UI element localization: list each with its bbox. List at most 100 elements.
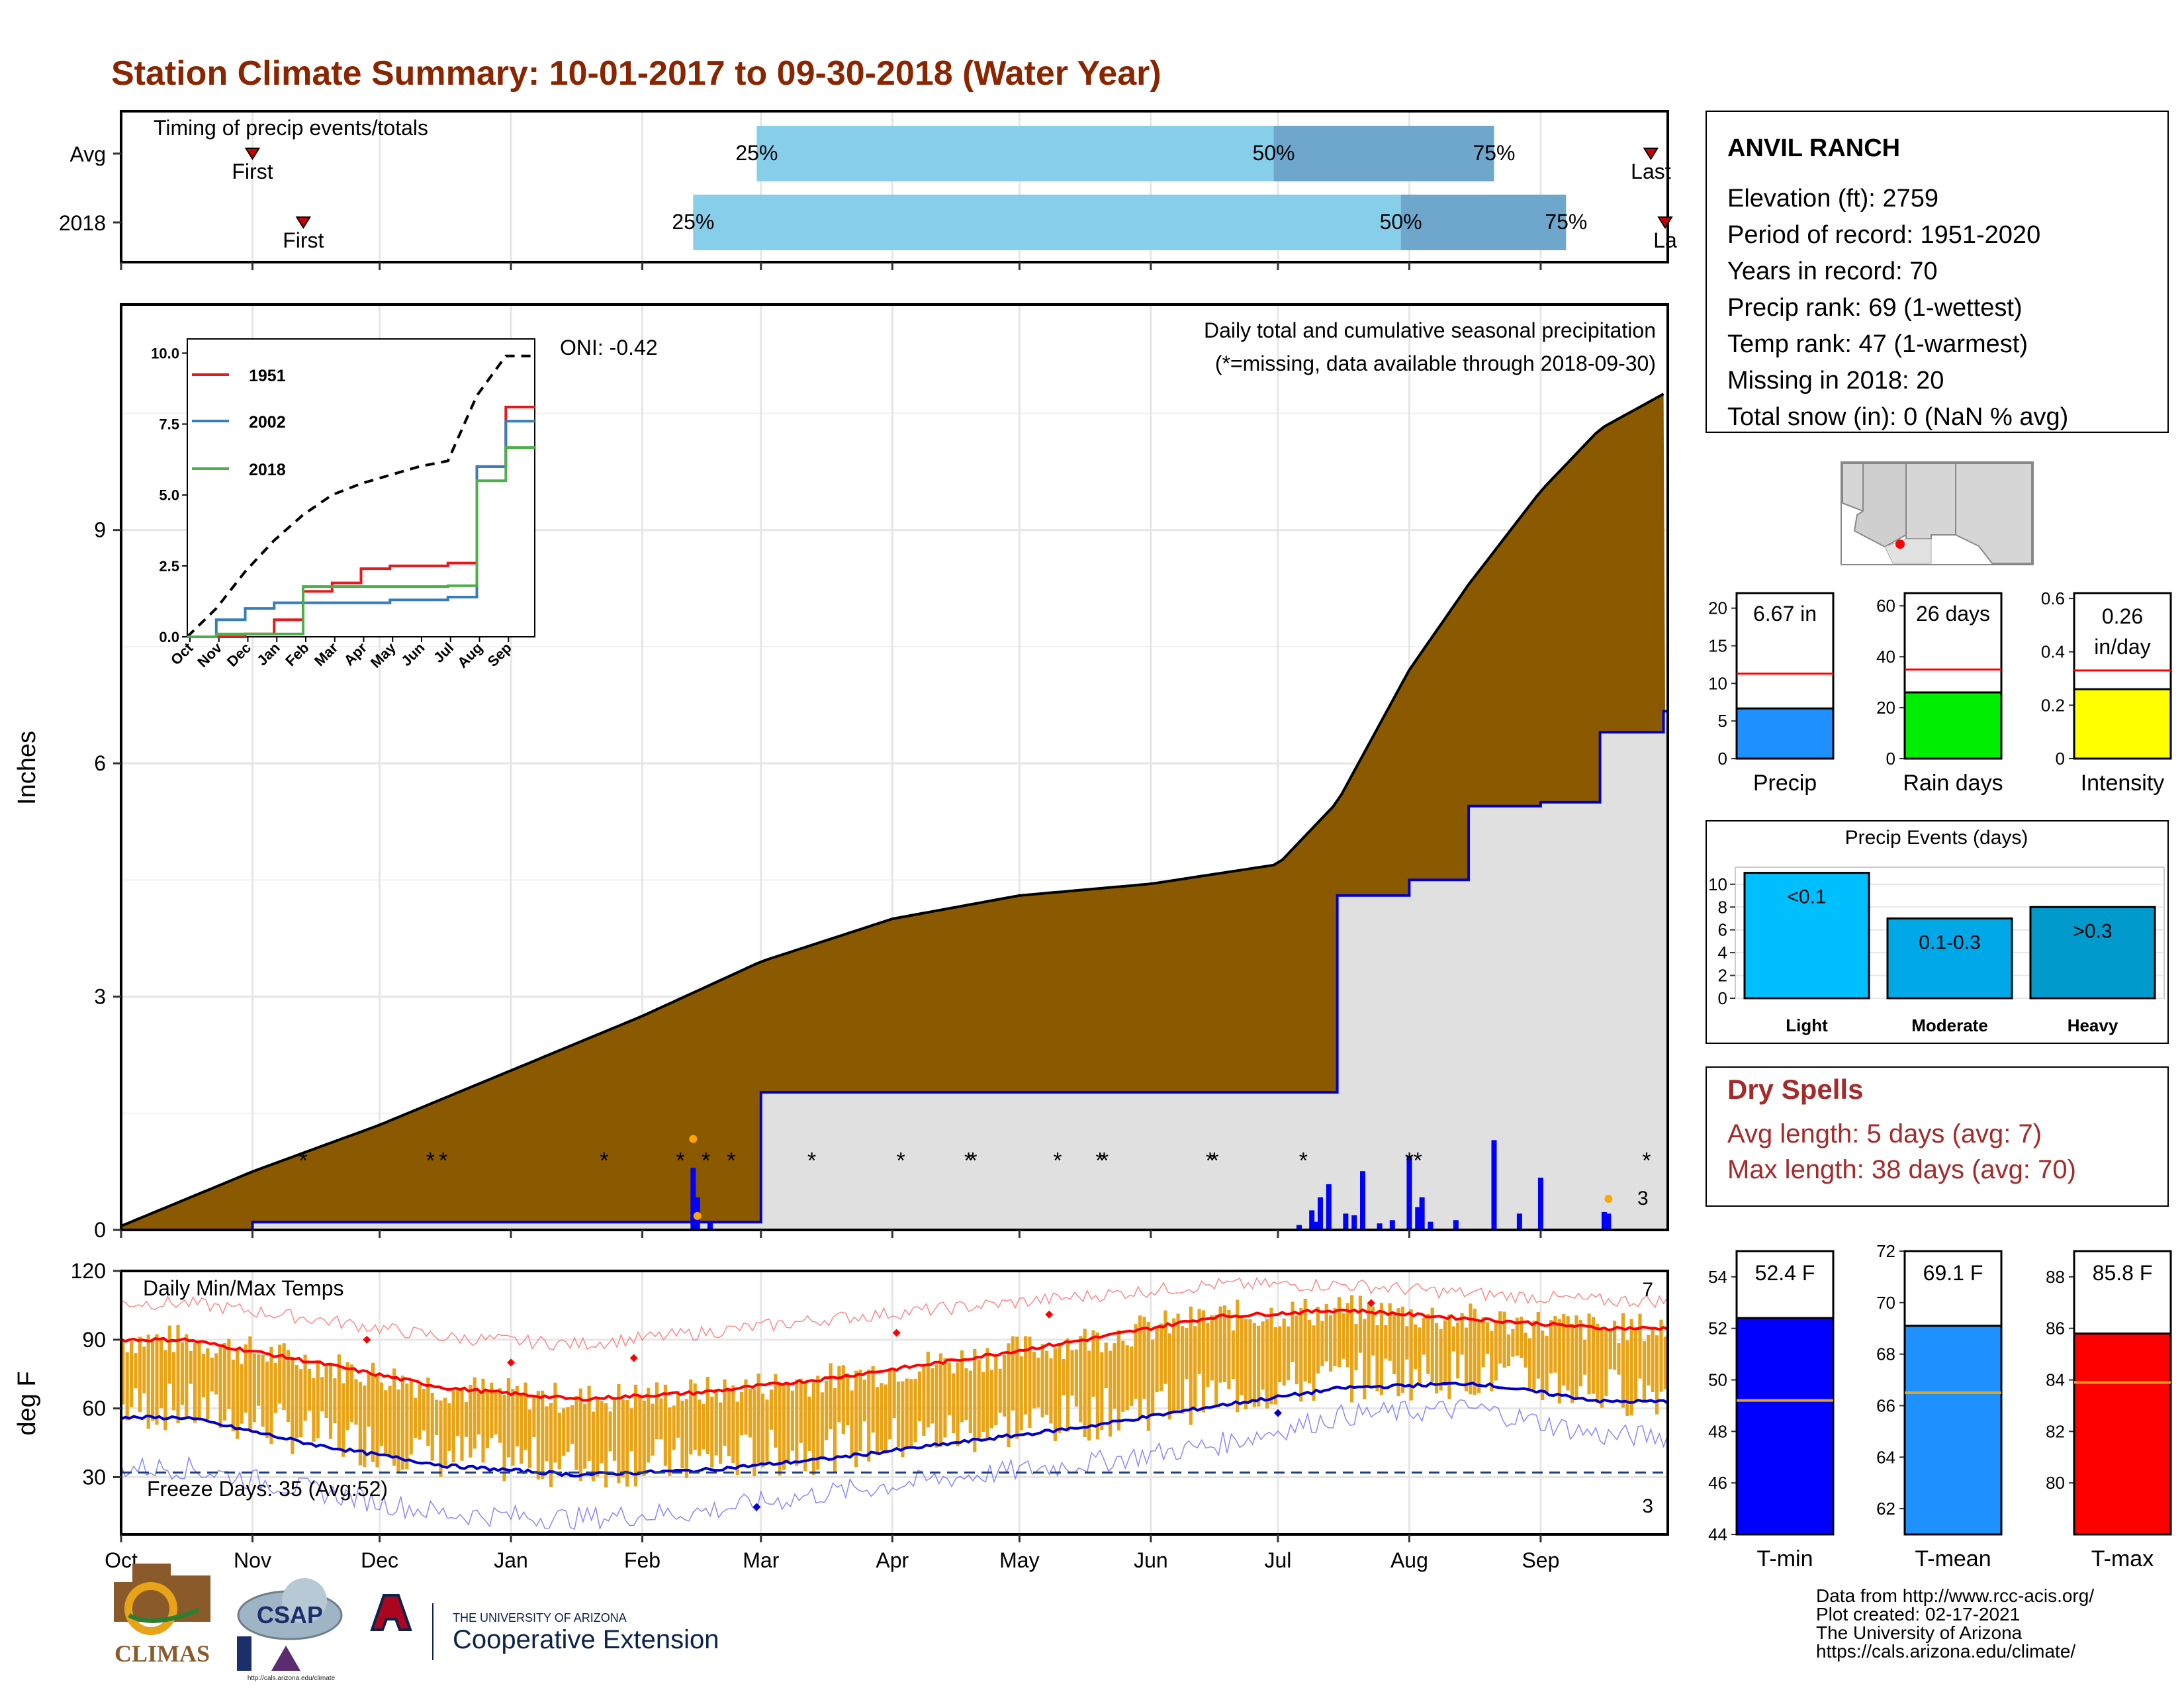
daily-temp-bar (1159, 1323, 1163, 1391)
daily-temp-bar (1163, 1310, 1167, 1384)
temp-ylabel: deg F (13, 1371, 41, 1435)
daily-temp-bar (511, 1389, 515, 1466)
ua-logo[interactable]: THE UNIVERSITY OF ARIZONA Cooperative Ex… (370, 1594, 719, 1660)
daily-temp-bar (719, 1402, 723, 1464)
missing-day-marker: * (1100, 1148, 1109, 1173)
dry-spells-avg: Avg length: 5 days (avg: 7) (1727, 1119, 2042, 1149)
daily-temp-bar (400, 1376, 404, 1470)
temp-summary: 44 46 48 50 52 54 52.4 F T-min 62 64 66 68 70 72 69.1 … (1708, 1241, 2172, 1571)
climas-logo[interactable]: CLIMAS (114, 1564, 210, 1667)
daily-temp-bar (464, 1401, 468, 1437)
daily-temp-bar (1358, 1295, 1362, 1353)
missing-day-marker: * (1642, 1148, 1651, 1173)
first-event-marker (244, 148, 261, 160)
daily-temp-bar (1287, 1326, 1291, 1381)
daily-precip-bar (1491, 1140, 1497, 1230)
missing-day-marker: * (676, 1148, 685, 1173)
events-ytick-label: 4 (1718, 943, 1727, 962)
csap-logo[interactable]: CSAP http://cals.arizona.edu/climate (237, 1578, 343, 1682)
daily-temp-bar (998, 1368, 1002, 1413)
daily-temp-bar (1634, 1329, 1638, 1402)
credit-data-source: Data from http://www.rcc-acis.org/ (1816, 1585, 2094, 1606)
events-ytick-label: 0 (1718, 988, 1727, 1008)
daily-temp-bar (973, 1348, 977, 1452)
daily-temp-bar (841, 1365, 845, 1434)
mini-ytick-label: 0 (2056, 749, 2065, 769)
daily-temp-bar (163, 1350, 167, 1430)
daily-temp-bar (282, 1343, 286, 1411)
precip-ytick-label: 9 (94, 518, 106, 542)
daily-temp-bar (570, 1405, 574, 1444)
daily-temp-bar (180, 1342, 184, 1405)
daily-temp-bar (596, 1398, 600, 1477)
daily-temp-bar (1024, 1336, 1028, 1415)
daily-temp-bar (286, 1350, 291, 1423)
daily-temp-bar (328, 1362, 333, 1439)
daily-temp-bar (1058, 1343, 1062, 1433)
daily-temp-bar (1583, 1339, 1587, 1375)
daily-temp-bar (541, 1390, 545, 1479)
daily-temp-bar (1469, 1303, 1473, 1395)
daily-temp-bar (227, 1338, 231, 1409)
credit-university: The University of Arizona (1816, 1622, 2023, 1643)
precip-caption: Daily total and cumulative seasonal prec… (1204, 318, 1656, 342)
daily-temp-bar (1197, 1309, 1201, 1374)
daily-temp-bar (469, 1385, 473, 1458)
daily-temp-bar (231, 1359, 235, 1432)
daily-temp-bar (345, 1362, 349, 1430)
daily-temp-bar (600, 1401, 604, 1464)
daily-temp-bar (1227, 1310, 1231, 1389)
daily-precip-bar (1309, 1210, 1315, 1230)
daily-temp-bar (273, 1362, 277, 1413)
daily-temp-bar (905, 1378, 909, 1448)
daily-temp-bar (702, 1403, 705, 1450)
daily-temp-bar (756, 1374, 760, 1463)
daily-temp-bar (752, 1388, 756, 1477)
inset-series-line (187, 446, 535, 638)
station-name: ANVIL RANCH (1727, 134, 1900, 162)
timing-frame (120, 110, 1669, 263)
daily-temp-bar (943, 1358, 947, 1438)
daily-temp-bar (1617, 1343, 1621, 1375)
csap-url: http://cals.arizona.edu/climate (248, 1675, 336, 1682)
daily-temp-bar (244, 1344, 248, 1413)
daily-temp-bar (1655, 1335, 1659, 1415)
temp-frame (120, 1270, 1669, 1536)
daily-temp-bar (1464, 1327, 1469, 1391)
record-high-marker (1367, 1299, 1375, 1307)
daily-temp-bar (396, 1389, 400, 1474)
daily-temp-bar (1532, 1321, 1536, 1390)
daily-temp-bar (358, 1382, 362, 1466)
daily-temp-bar (1350, 1295, 1354, 1403)
daily-temp-bar (782, 1384, 786, 1470)
daily-temp-bar (947, 1362, 951, 1415)
temp-summary-ytick-label: 46 (1708, 1473, 1727, 1493)
daily-temp-bar (1485, 1322, 1490, 1354)
daily-temp-bar (1125, 1345, 1129, 1411)
daily-temp-bar (1218, 1306, 1222, 1383)
daily-temp-bar (1180, 1326, 1185, 1414)
daily-temp-bar (1608, 1329, 1612, 1370)
temp-title: Daily Min/Max Temps (143, 1276, 343, 1300)
dry-spells-title: Dry Spells (1727, 1074, 1863, 1105)
month-tick-label: Jan (494, 1548, 528, 1572)
daily-temp-bar (1439, 1329, 1443, 1391)
timing-label-25: 25% (735, 141, 778, 165)
month-tick-label: Jun (1134, 1548, 1168, 1572)
min-count: 3 (1642, 1495, 1653, 1517)
record-high-marker (892, 1329, 901, 1337)
daily-temp-bar (222, 1343, 227, 1421)
daily-temp-bar (481, 1378, 485, 1463)
credit-url: https://cals.arizona.edu/climate/ (1816, 1641, 2075, 1662)
daily-temp-bar (430, 1393, 434, 1461)
daily-temp-bar (1578, 1320, 1582, 1387)
missing-day-marker: * (964, 1148, 973, 1173)
daily-precip-bar (1406, 1156, 1412, 1230)
mini-value-label: 6.67 in (1753, 602, 1817, 626)
daily-temp-bar (142, 1346, 146, 1393)
daily-temp-bar (1435, 1323, 1439, 1393)
daily-temp-bar (989, 1370, 993, 1429)
month-tick-label: Apr (876, 1548, 909, 1572)
